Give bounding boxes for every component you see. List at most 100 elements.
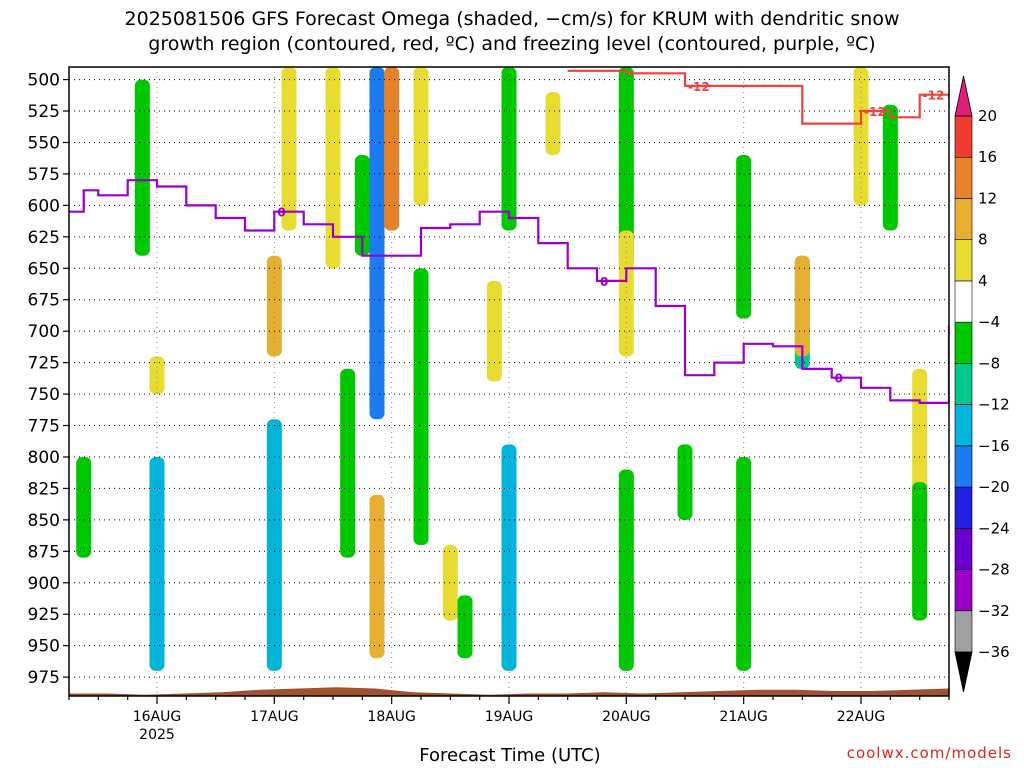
colorbar-label: 12: [978, 189, 997, 207]
freezing-level-contour: [69, 179, 949, 404]
omega-cell: [677, 444, 693, 520]
colorbar-label: −8: [978, 354, 1000, 372]
colorbar-segment: [954, 321, 973, 364]
ground-layer: [69, 687, 949, 696]
freezing-level-contour-label: 0: [835, 372, 843, 386]
omega-cell: [325, 67, 341, 269]
y-tick-label: 525: [28, 102, 60, 122]
omega-cell: [736, 456, 752, 671]
y-tick-label: 900: [28, 574, 60, 594]
omega-cell: [442, 545, 458, 621]
dendritic-isotherm-contour: [567, 69, 949, 125]
y-tick-label: 725: [28, 354, 60, 374]
colorbar-label: −16: [978, 437, 1010, 455]
dendritic-isotherm-contour-label: -12: [864, 105, 886, 119]
colorbar-segment: [954, 569, 973, 612]
colorbar-label: −24: [978, 519, 1010, 537]
dendritic-isotherm-contour-label: -12: [923, 89, 945, 103]
omega-cell: [149, 456, 165, 671]
y-tick-label: 500: [28, 71, 60, 91]
contour-layer: 0 0 0 -12 -12 -12: [69, 69, 949, 404]
x-tick-label: 16AUG: [133, 709, 182, 725]
colorbar-segment: [954, 610, 973, 653]
omega-shading-layer: [76, 67, 928, 671]
y-tick-label: 650: [28, 259, 60, 279]
x-year-label: 2025: [139, 727, 175, 743]
colorbar-label: −28: [978, 561, 1010, 579]
omega-cell: [882, 104, 898, 231]
x-tick-label: 18AUG: [367, 709, 416, 725]
colorbar-segment: [954, 239, 973, 282]
omega-cell: [457, 595, 473, 659]
x-axis: 16AUG 2025 17AUG 18AUG 19AUG 20AUG 21AUG 22AUG: [68, 696, 950, 743]
freezing-level-contour-label: 0: [277, 206, 285, 220]
y-tick-label: 600: [28, 196, 60, 216]
y-tick-label: 925: [28, 605, 60, 625]
x-tick-label: 17AUG: [250, 709, 299, 725]
omega-cell: [736, 155, 752, 319]
colorbar-segment: [954, 198, 973, 240]
y-tick-label: 875: [28, 542, 60, 562]
colorbar-label: −32: [978, 602, 1010, 620]
omega-cell: [369, 67, 385, 420]
colorbar-segment: [954, 486, 973, 529]
y-tick-label: 950: [28, 637, 60, 657]
omega-cell: [266, 255, 282, 357]
colorbar-label: 20: [978, 107, 997, 125]
y-tick-label: 700: [28, 322, 60, 342]
x-tick-label: 21AUG: [719, 709, 768, 725]
colorbar-segment: [954, 404, 973, 447]
omega-cell: [618, 469, 634, 671]
omega-cell: [76, 456, 92, 558]
y-tick-label: 675: [28, 291, 60, 311]
colorbar-segment: [954, 445, 973, 488]
omega-cell: [340, 368, 356, 558]
colorbar-label: −36: [978, 643, 1010, 661]
y-tick-label: 975: [28, 668, 60, 688]
omega-cell: [281, 67, 297, 231]
omega-cell: [354, 155, 370, 256]
colorbar-label: −4: [978, 313, 1000, 331]
y-axis: 500 525 550 575 600 625 650 675 700 725 750 775 800 8…: [28, 71, 69, 688]
y-tick-label: 825: [28, 479, 60, 499]
colorbar-segment: [954, 115, 973, 158]
colorbar-label: −12: [978, 396, 1010, 414]
y-tick-label: 750: [28, 385, 60, 405]
omega-cell: [794, 255, 810, 357]
omega-cell: [134, 79, 150, 256]
grid-layer: [69, 67, 949, 696]
y-tick-label: 850: [28, 511, 60, 531]
colorbar-segment: [954, 363, 973, 405]
colorbar-bottom-arrow: [954, 651, 973, 693]
y-tick-label: 775: [28, 417, 60, 437]
y-tick-label: 625: [28, 228, 60, 248]
omega-cell: [545, 92, 561, 156]
omega-cell: [618, 230, 634, 357]
freezing-level-contour-label: 0: [600, 275, 608, 289]
omega-cell: [501, 67, 517, 231]
credit-text: coolwx.com/models: [846, 744, 1012, 762]
x-tick-label: 19AUG: [485, 709, 534, 725]
omega-cell: [369, 494, 385, 659]
colorbar-segment: [954, 280, 973, 323]
y-tick-label: 550: [28, 133, 60, 153]
colorbar-label: 4: [978, 272, 988, 290]
omega-cell: [384, 67, 400, 231]
omega-cell: [853, 67, 869, 206]
colorbar-top-arrow: [954, 75, 973, 117]
x-tick-label: 22AUG: [837, 709, 886, 725]
colorbar-label: 16: [978, 148, 997, 166]
terrain-surface: [69, 687, 949, 696]
y-tick-label: 800: [28, 448, 60, 468]
dendritic-isotherm-contour-label: -12: [688, 80, 710, 94]
y-tick-label: 575: [28, 165, 60, 185]
x-axis-label: Forecast Time (UTC): [419, 745, 601, 766]
colorbar-label: −20: [978, 478, 1010, 496]
chart-title-line-1: 2025081506 GFS Forecast Omega (shaded, −…: [124, 8, 900, 30]
colorbar-segment: [954, 528, 973, 570]
omega-cell: [413, 67, 429, 206]
x-tick-label: 20AUG: [602, 709, 651, 725]
colorbar: −36 −32 −28 −24 −20 −16 −12 −8 −4 4 8 12 16 20: [954, 75, 1010, 693]
chart-title-line-2: growth region (contoured, red, ºC) and f…: [148, 33, 876, 55]
